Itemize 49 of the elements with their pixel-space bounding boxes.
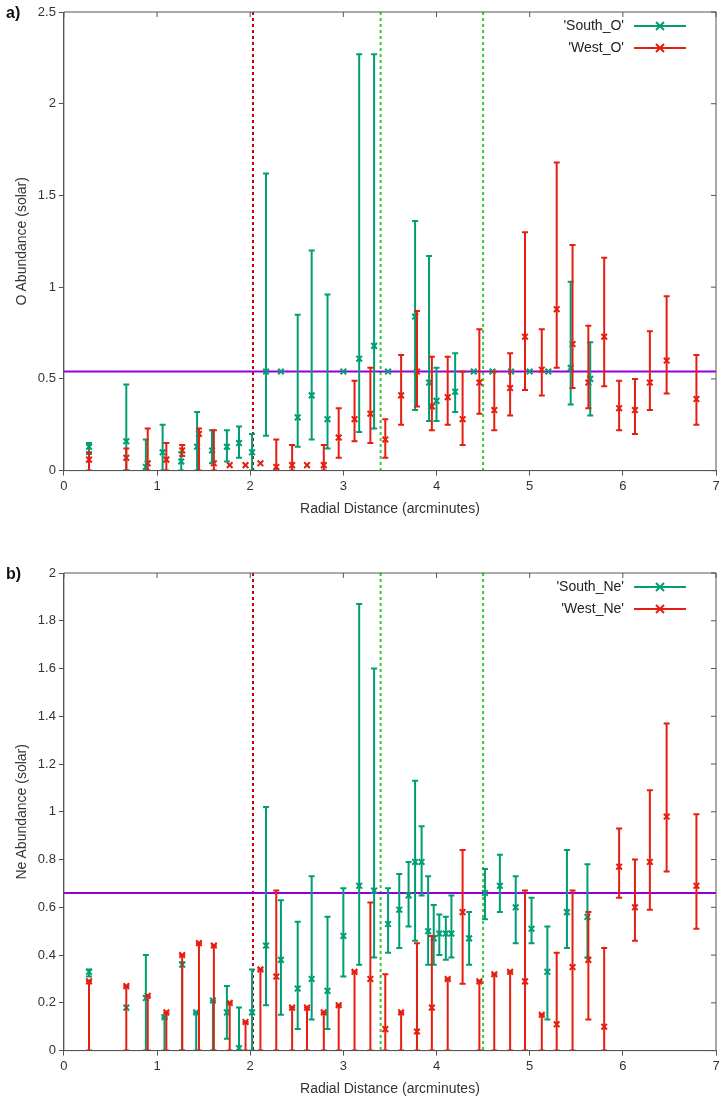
x-tick-label: 5 <box>526 477 534 493</box>
x-tick-label: 2 <box>246 1057 254 1073</box>
y-tick-label: 0 <box>48 462 56 478</box>
x-tick-label: 3 <box>339 1057 347 1073</box>
legend-label: 'West_Ne' <box>561 599 624 616</box>
x-tick-label: 0 <box>60 477 68 493</box>
y-tick-label: 0.5 <box>37 370 56 386</box>
x-tick-label: 6 <box>619 477 627 493</box>
point <box>469 367 478 376</box>
y-tick-label: 1 <box>48 278 56 294</box>
x-tick-label: 2 <box>246 477 254 493</box>
y-tick-label: 2.5 <box>37 3 56 19</box>
x-tick-label: 1 <box>153 477 161 493</box>
point <box>525 367 534 376</box>
y-tick-label: 0.8 <box>37 851 56 867</box>
y-tick-label: 1.5 <box>37 187 56 203</box>
x-tick-label: 3 <box>339 477 347 493</box>
y-tick-label: 2 <box>48 95 56 111</box>
y-tick-label: 1.6 <box>37 660 56 676</box>
y-axis-title: Ne Abundance (solar) <box>13 744 30 880</box>
text: a) <box>6 4 21 22</box>
x-tick-label: 0 <box>60 1057 68 1073</box>
point <box>544 367 553 376</box>
y-axis-title: O Abundance (solar) <box>13 177 30 306</box>
y-tick-label: 0.2 <box>37 994 56 1010</box>
legend-label: 'South_Ne' <box>556 577 624 594</box>
x-axis-title: Radial Distance (arcminutes) <box>300 1080 480 1097</box>
x-tick-label: 7 <box>712 477 720 493</box>
legend-label: 'South_O' <box>563 16 624 33</box>
y-tick-label: 0.6 <box>37 898 56 914</box>
x-tick-label: 1 <box>153 1057 161 1073</box>
y-tick-label: 1.2 <box>37 755 56 771</box>
x-tick-label: 5 <box>526 1057 534 1073</box>
y-tick-label: 1.8 <box>37 612 56 628</box>
y-tick-label: 1 <box>48 803 56 819</box>
x-tick-label: 4 <box>432 477 441 493</box>
text: b) <box>6 565 22 583</box>
x-tick-label: 7 <box>712 1057 720 1073</box>
legend-label: 'West_O' <box>568 38 624 55</box>
point <box>225 461 234 469</box>
y-tick-label: 0.4 <box>37 946 56 962</box>
x-tick-label: 4 <box>432 1057 441 1073</box>
x-tick-label: 6 <box>619 1057 627 1073</box>
y-tick-label: 1.4 <box>37 707 56 723</box>
y-tick-label: 0 <box>48 1042 56 1058</box>
x-axis-title: Radial Distance (arcminutes) <box>300 500 480 517</box>
y-tick-label: 2 <box>48 564 56 580</box>
point <box>256 459 265 468</box>
point <box>339 367 348 376</box>
